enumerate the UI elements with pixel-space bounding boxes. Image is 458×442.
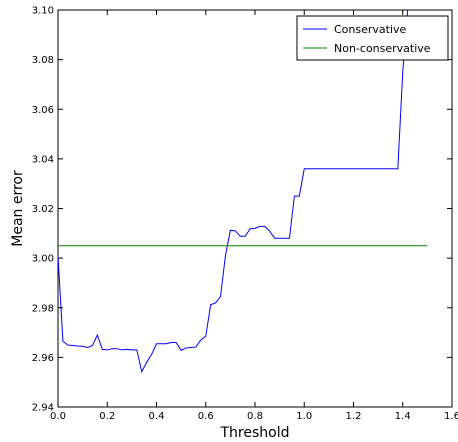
x-tick-label: 1.4 bbox=[395, 411, 411, 422]
x-tick-label: 0.2 bbox=[99, 411, 115, 422]
legend-label-conservative: Conservative bbox=[334, 23, 407, 36]
x-tick-label: 0.4 bbox=[149, 411, 165, 422]
legend: Conservative Non-conservative bbox=[296, 15, 449, 61]
x-tick-label: 0.6 bbox=[198, 411, 214, 422]
x-tick-label: 1.6 bbox=[444, 411, 458, 422]
plot-frame bbox=[57, 9, 453, 408]
y-tick-label: 3.06 bbox=[32, 105, 54, 116]
y-axis-label: Mean error bbox=[10, 170, 26, 247]
x-axis-label: Threshold bbox=[220, 425, 290, 441]
x-tick-label: 1.0 bbox=[296, 411, 312, 422]
y-tick-label: 3.10 bbox=[32, 6, 54, 17]
x-tick-label: 0.8 bbox=[247, 411, 263, 422]
y-tick-label: 2.94 bbox=[32, 403, 54, 414]
x-tick-label: 0.0 bbox=[50, 411, 66, 422]
series-line-conservative bbox=[57, 9, 409, 374]
y-tick-label: 2.96 bbox=[32, 353, 54, 364]
legend-box bbox=[296, 15, 449, 61]
legend-label-non-conservative: Non-conservative bbox=[334, 42, 431, 55]
y-tick-label: 3.04 bbox=[32, 154, 54, 165]
y-tick-label: 3.02 bbox=[32, 204, 54, 215]
tick-layer: 0.0 0.2 0.4 0.6 0.8 1.0 1.2 1.4 1.6 2.94 2.96 2.98 3… bbox=[32, 6, 458, 423]
x-tick-label: 1.2 bbox=[346, 411, 362, 422]
y-tick-label: 3.00 bbox=[32, 254, 54, 265]
y-tick-label: 3.08 bbox=[32, 55, 54, 66]
y-tick-label: 2.98 bbox=[32, 303, 54, 314]
series-layer bbox=[57, 9, 428, 374]
